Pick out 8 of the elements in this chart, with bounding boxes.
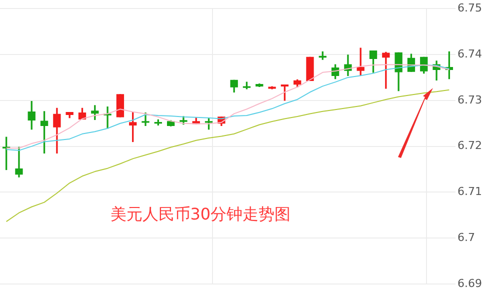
y-tick-label: 6.72 (458, 139, 482, 152)
y-tick-label: 6.7 (458, 230, 476, 244)
y-tick-label: 6.74 (458, 47, 482, 60)
y-tick-label: 6.71 (458, 185, 482, 198)
y-tick-label: 6.75 (458, 1, 482, 14)
y-tick-label: 6.69 (458, 276, 482, 290)
y-tick-label: 6.73 (458, 93, 482, 106)
text: 美元人民币30分钟走势图 (110, 204, 291, 224)
